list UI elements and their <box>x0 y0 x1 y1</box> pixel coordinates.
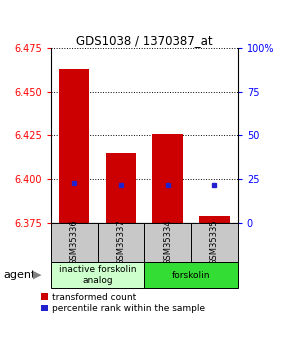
Bar <box>51 262 144 288</box>
Bar <box>144 223 191 262</box>
Bar <box>59 69 89 223</box>
Bar <box>199 216 230 223</box>
Legend: transformed count, percentile rank within the sample: transformed count, percentile rank withi… <box>41 293 205 313</box>
Text: GSM35336: GSM35336 <box>70 219 79 265</box>
Text: GSM35337: GSM35337 <box>116 219 125 265</box>
Bar <box>97 223 144 262</box>
Text: agent: agent <box>3 270 35 280</box>
Text: inactive forskolin
analog: inactive forskolin analog <box>59 265 136 285</box>
Text: GSM35335: GSM35335 <box>210 219 219 265</box>
Bar <box>144 262 238 288</box>
Text: ▶: ▶ <box>33 270 42 280</box>
Text: forskolin: forskolin <box>172 270 210 280</box>
Text: GSM35334: GSM35334 <box>163 219 172 265</box>
Bar <box>51 223 97 262</box>
Bar <box>106 153 136 223</box>
Bar <box>153 134 183 223</box>
Title: GDS1038 / 1370387_at: GDS1038 / 1370387_at <box>76 34 213 47</box>
Bar <box>191 223 238 262</box>
